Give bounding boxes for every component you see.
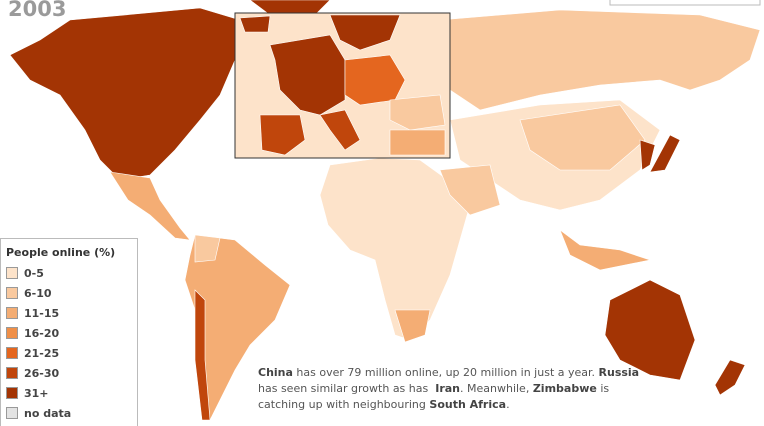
legend: People online (%) 0-5 6-10 11-15 16-20 21-25… (0, 238, 138, 426)
caption-text: has seen similar growth as has (258, 366, 643, 395)
legend-label: no data (24, 407, 72, 420)
legend-label: 6-10 (24, 287, 52, 300)
map-year: 2003 (8, 0, 67, 21)
legend-item: 6-10 (6, 287, 52, 300)
legend-item: 31+ (6, 387, 49, 400)
legend-label: 31+ (24, 387, 49, 400)
legend-swatch (6, 267, 18, 279)
legend-item: 0-5 (6, 267, 44, 280)
legend-label: 26-30 (24, 367, 60, 380)
caption-highlight: Iran (435, 382, 461, 395)
caption-text: . (506, 398, 510, 411)
caption-text: has over 79 million online, up 20 millio… (292, 366, 599, 379)
legend-swatch (6, 287, 18, 299)
legend-item: 11-15 (6, 307, 59, 320)
legend-label: 11-15 (24, 307, 60, 320)
legend-item: 26-30 (6, 367, 59, 380)
legend-label: 16-20 (24, 327, 60, 340)
legend-swatch (6, 307, 18, 319)
legend-label: 0-5 (24, 267, 44, 280)
caption-highlight: Russia (598, 366, 640, 379)
legend-swatch (6, 367, 18, 379)
caption-highlight: China (258, 366, 293, 379)
caption-highlight: South Africa (429, 398, 507, 411)
legend-title: People online (%) (6, 246, 116, 259)
caption-text: is catching up with neighbouring (258, 382, 613, 411)
caption-highlight: Zimbabwe (532, 382, 597, 395)
legend-item: no data (6, 407, 71, 420)
legend-item: 16-20 (6, 327, 59, 340)
legend-label: 21-25 (24, 347, 60, 360)
legend-swatch (6, 347, 18, 359)
legend-item: 21-25 (6, 347, 59, 360)
legend-swatch (6, 407, 18, 419)
caption-text: . Meanwhile, (460, 382, 533, 395)
legend-swatch (6, 387, 18, 399)
caption: China has over 79 million online, up 20 … (258, 365, 658, 413)
legend-swatch (6, 327, 18, 339)
